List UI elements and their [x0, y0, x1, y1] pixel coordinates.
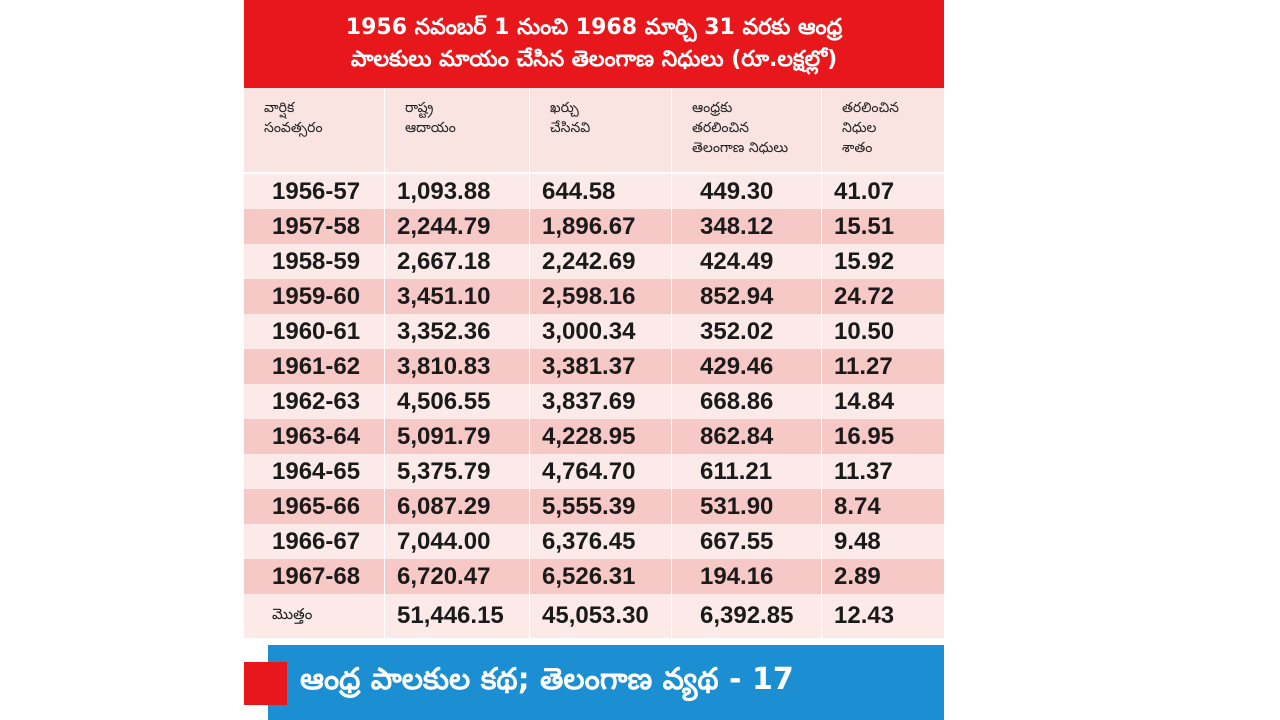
- table-row: 1956-57 1,093.88 644.58 449.30 41.07: [244, 174, 944, 209]
- revenue-cell: 4,506.55: [385, 384, 530, 419]
- header-transferred: ఆంధ్రకు తరలించిన తెలంగాణ నిధులు: [672, 88, 822, 172]
- revenue-cell: 3,352.36: [385, 314, 530, 349]
- spent-cell: 2,242.69: [530, 244, 672, 279]
- infographic-card: 1956 నవంబర్ 1 నుంచి 1968 మార్చి 31 వరకు …: [244, 0, 944, 720]
- transferred-cell: 194.16: [672, 559, 822, 594]
- percent-cell: 14.84: [834, 387, 895, 415]
- total-transferred: 6,392.85: [672, 594, 822, 638]
- year-cell: 1957-58: [244, 209, 385, 244]
- spent-cell: 5,555.39: [530, 489, 672, 524]
- spent-cell: 3,000.34: [530, 314, 672, 349]
- transferred-cell: 429.46: [672, 349, 822, 384]
- percent-cell: 15.92: [834, 247, 895, 275]
- table-row: 1967-68 6,720.47 6,526.31 194.16 2.89: [244, 559, 944, 594]
- year-cell: 1959-60: [244, 279, 385, 314]
- percent-cell: 2.89: [834, 562, 881, 590]
- spent-cell: 4,764.70: [530, 454, 672, 489]
- spent-cell: 4,228.95: [530, 419, 672, 454]
- total-percent: 12.43: [834, 602, 895, 629]
- table-row: 1957-58 2,244.79 1,896.67 348.12 15.51: [244, 209, 944, 244]
- revenue-cell: 2,667.18: [385, 244, 530, 279]
- total-revenue: 51,446.15: [385, 594, 530, 638]
- red-square-marker: [244, 662, 287, 705]
- total-spent: 45,053.30: [530, 594, 672, 638]
- revenue-cell: 7,044.00: [385, 524, 530, 559]
- transferred-cell: 424.49: [672, 244, 822, 279]
- transferred-cell: 668.86: [672, 384, 822, 419]
- total-row: మొత్తం 51,446.15 45,053.30 6,392.85 12.43: [244, 594, 944, 638]
- table-row: 1962-63 4,506.55 3,837.69 668.86 14.84: [244, 384, 944, 419]
- year-cell: 1966-67: [244, 524, 385, 559]
- title-line-1: 1956 నవంబర్ 1 నుంచి 1968 మార్చి 31 వరకు …: [345, 15, 843, 40]
- header-spent: ఖర్చు చేసినవి: [530, 88, 672, 172]
- table-header: వార్షిక సంవత్సరం రాష్ట్ర ఆదాయం ఖర్చు చేస…: [244, 88, 944, 172]
- header-revenue: రాష్ట్ర ఆదాయం: [385, 88, 530, 172]
- percent-cell: 11.37: [834, 457, 893, 485]
- percent-cell: 8.74: [834, 492, 881, 520]
- transferred-cell: 611.21: [672, 454, 822, 489]
- footer-text: ఆంధ్ర పాలకుల కథ; తెలంగాణ వ్యథ - 17: [300, 661, 794, 697]
- spent-cell: 6,376.45: [530, 524, 672, 559]
- spent-cell: 3,381.37: [530, 349, 672, 384]
- transferred-cell: 852.94: [672, 279, 822, 314]
- percent-cell: 11.27: [834, 352, 893, 380]
- year-cell: 1964-65: [244, 454, 385, 489]
- percent-cell: 16.95: [834, 422, 895, 450]
- percent-cell: 9.48: [834, 527, 881, 555]
- revenue-cell: 1,093.88: [385, 174, 530, 209]
- table-body: 1956-57 1,093.88 644.58 449.30 41.07 1957-58 2…: [244, 174, 944, 638]
- total-label: మొత్తం: [244, 594, 385, 638]
- year-cell: 1967-68: [244, 559, 385, 594]
- header-year: వార్షిక సంవత్సరం: [244, 88, 385, 172]
- transferred-cell: 348.12: [672, 209, 822, 244]
- table-row: 1963-64 5,091.79 4,228.95 862.84 16.95: [244, 419, 944, 454]
- title-line-2: పాలకులు మాయం చేసిన తెలంగాణ నిధులు (రూ.లక…: [350, 47, 838, 72]
- table-row: 1964-65 5,375.79 4,764.70 611.21 11.37: [244, 454, 944, 489]
- transferred-cell: 862.84: [672, 419, 822, 454]
- year-cell: 1965-66: [244, 489, 385, 524]
- spent-cell: 2,598.16: [530, 279, 672, 314]
- percent-cell: 41.07: [834, 177, 895, 205]
- revenue-cell: 5,091.79: [385, 419, 530, 454]
- table-row: 1961-62 3,810.83 3,381.37 429.46 11.27: [244, 349, 944, 384]
- table-row: 1960-61 3,352.36 3,000.34 352.02 10.50: [244, 314, 944, 349]
- revenue-cell: 2,244.79: [385, 209, 530, 244]
- transferred-cell: 531.90: [672, 489, 822, 524]
- revenue-cell: 6,087.29: [385, 489, 530, 524]
- percent-cell: 24.72: [834, 282, 895, 310]
- year-cell: 1958-59: [244, 244, 385, 279]
- year-cell: 1960-61: [244, 314, 385, 349]
- footer-banner: ఆంధ్ర పాలకుల కథ; తెలంగాణ వ్యథ - 17: [244, 645, 944, 720]
- spent-cell: 6,526.31: [530, 559, 672, 594]
- table-row: 1965-66 6,087.29 5,555.39 531.90 8.74: [244, 489, 944, 524]
- year-cell: 1956-57: [244, 174, 385, 209]
- transferred-cell: 352.02: [672, 314, 822, 349]
- revenue-cell: 6,720.47: [385, 559, 530, 594]
- table-row: 1966-67 7,044.00 6,376.45 667.55 9.48: [244, 524, 944, 559]
- revenue-cell: 3,810.83: [385, 349, 530, 384]
- year-cell: 1962-63: [244, 384, 385, 419]
- percent-cell: 15.51: [834, 212, 895, 240]
- percent-cell: 10.50: [834, 317, 895, 345]
- year-cell: 1963-64: [244, 419, 385, 454]
- table-row: 1958-59 2,667.18 2,242.69 424.49 15.92: [244, 244, 944, 279]
- revenue-cell: 3,451.10: [385, 279, 530, 314]
- footer-band: [268, 645, 944, 720]
- transferred-cell: 449.30: [672, 174, 822, 209]
- table-row: 1959-60 3,451.10 2,598.16 852.94 24.72: [244, 279, 944, 314]
- year-cell: 1961-62: [244, 349, 385, 384]
- header-percent: తరలించిన నిధుల శాతం: [842, 100, 899, 156]
- spent-cell: 644.58: [530, 174, 672, 209]
- spent-cell: 3,837.69: [530, 384, 672, 419]
- revenue-cell: 5,375.79: [385, 454, 530, 489]
- title-banner: 1956 నవంబర్ 1 నుంచి 1968 మార్చి 31 వరకు …: [244, 0, 944, 88]
- transferred-cell: 667.55: [672, 524, 822, 559]
- spent-cell: 1,896.67: [530, 209, 672, 244]
